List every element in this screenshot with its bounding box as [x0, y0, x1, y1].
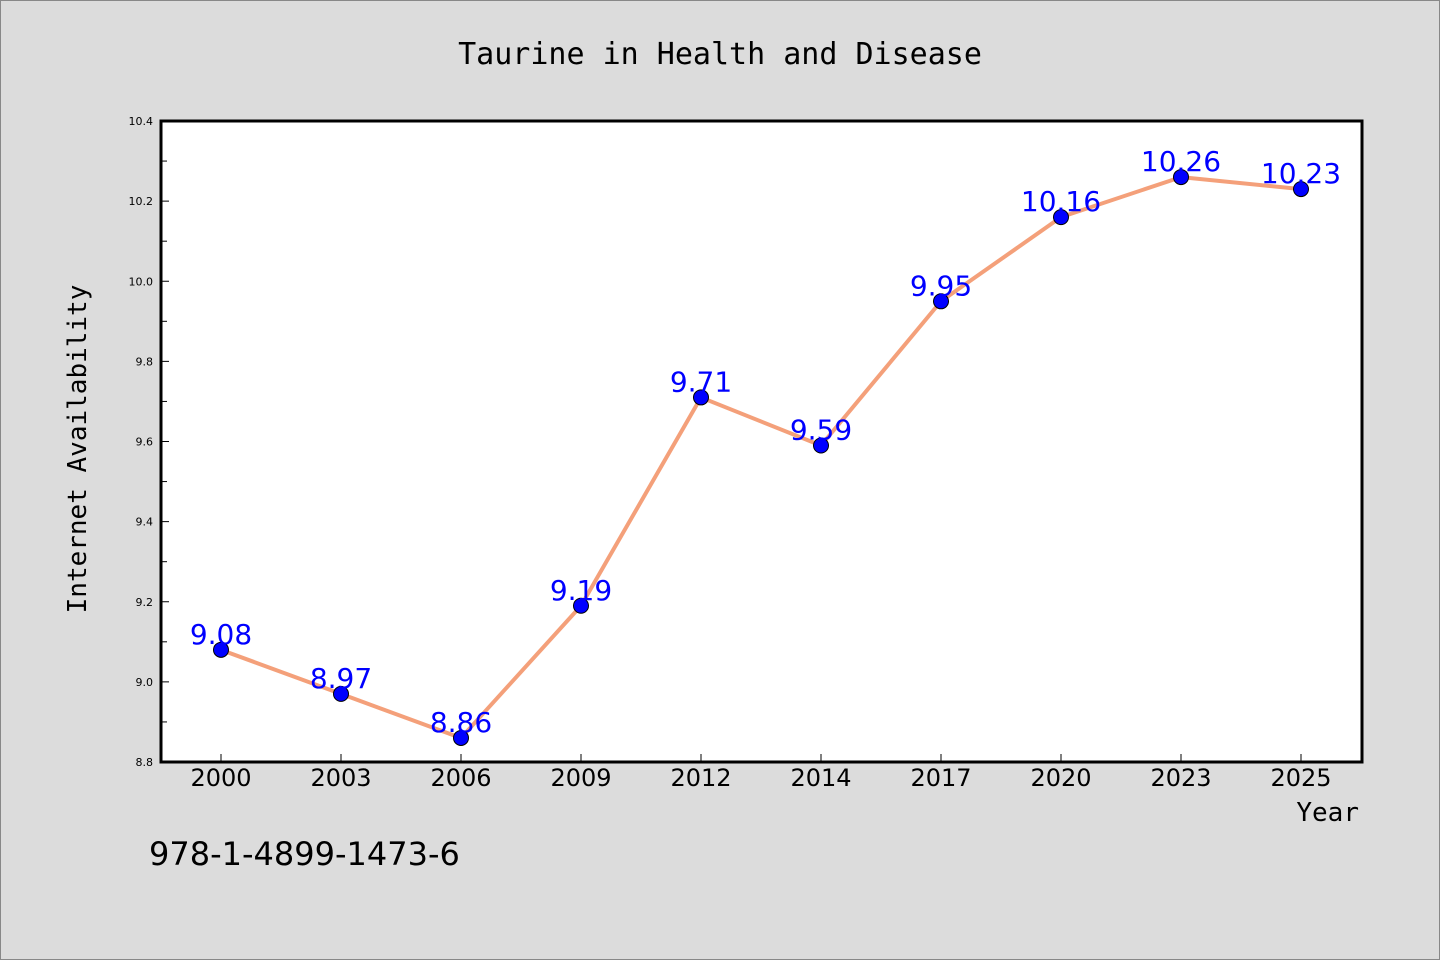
x-tick-label: 2006 [430, 764, 491, 792]
data-label: 9.95 [910, 269, 972, 302]
y-axis: 8.8 9.0 9.2 9.4 9.6 9.8 10.0 10.2 10.4 [129, 115, 169, 769]
data-label: 9.59 [790, 414, 852, 447]
data-label: 10.23 [1261, 157, 1341, 190]
x-tick-label: 2017 [910, 764, 971, 792]
data-point [693, 389, 709, 406]
x-tick-label: 2020 [1030, 764, 1091, 792]
x-tick-label: 2009 [550, 764, 611, 792]
data-point [933, 293, 949, 310]
data-label: 10.16 [1021, 185, 1101, 218]
y-tick-label: 8.8 [136, 756, 154, 769]
data-label: 8.97 [310, 662, 372, 695]
isbn-footer: 978-1-4899-1473-6 [149, 835, 460, 873]
x-tick-label: 2014 [790, 764, 851, 792]
x-tick-label: 2025 [1270, 764, 1331, 792]
x-axis-label: Year [1296, 798, 1359, 828]
data-point [573, 597, 589, 614]
data-label: 10.26 [1141, 145, 1221, 178]
data-point [1173, 169, 1189, 186]
y-tick-label: 10.2 [129, 195, 154, 208]
data-label: 8.86 [430, 706, 492, 739]
y-tick-label: 10.0 [129, 275, 154, 288]
y-axis-label: Internet Availability [63, 285, 93, 614]
x-tick-label: 2023 [1150, 764, 1211, 792]
data-point [813, 437, 829, 454]
data-label: 9.19 [550, 574, 612, 607]
data-point [453, 729, 469, 746]
y-tick-label: 9.2 [136, 596, 154, 609]
y-tick-label: 9.4 [136, 516, 154, 529]
x-tick-label: 2003 [310, 764, 371, 792]
series-line [220, 175, 1302, 740]
x-axis: 2000 2003 2006 2009 2012 2014 2017 2020 2023 2025 [190, 754, 1332, 792]
data-label: 9.08 [190, 618, 252, 651]
x-tick-label: 2012 [670, 764, 731, 792]
series-line-group [220, 175, 1302, 740]
data-labels: 9.08 8.97 8.86 9.19 9.71 9.59 9.95 10.16 10.26 10… [190, 145, 1341, 739]
y-tick-label: 9.6 [136, 436, 154, 449]
series-markers [213, 169, 1309, 746]
chart-title: Taurine in Health and Disease [458, 37, 982, 72]
data-point [333, 685, 349, 702]
y-tick-label: 9.0 [136, 676, 154, 689]
data-point [1053, 209, 1069, 226]
y-tick-label: 9.8 [136, 355, 154, 368]
x-tick-label: 2000 [190, 764, 251, 792]
data-point [213, 641, 229, 658]
y-tick-label: 10.4 [129, 115, 154, 128]
plot-area [159, 119, 1364, 764]
data-label: 9.71 [670, 365, 732, 398]
data-point [1293, 181, 1309, 198]
